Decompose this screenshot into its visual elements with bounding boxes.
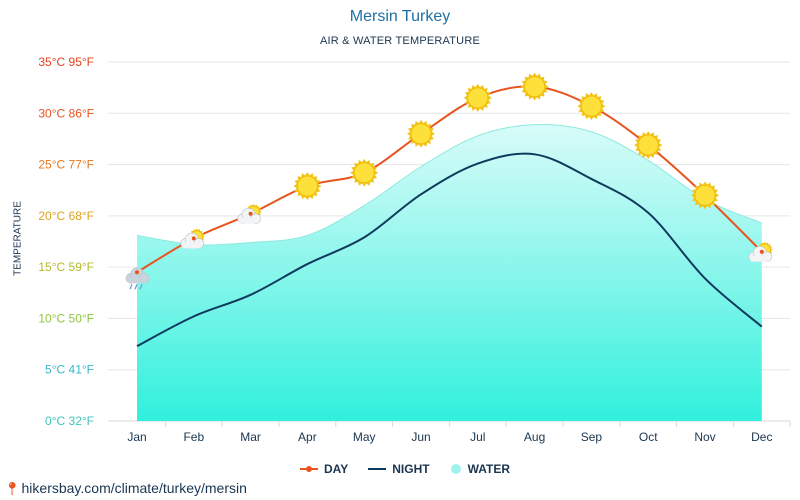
legend-item-day[interactable]: DAY: [300, 462, 348, 476]
y-tick-label: 10°C 50°F: [38, 311, 94, 325]
y-tick-label: 15°C 59°F: [38, 260, 94, 274]
x-tick-label: Nov: [694, 430, 715, 444]
sun-icon: [634, 131, 663, 160]
y-tick-label: 5°C 41°F: [45, 363, 94, 377]
day-point: [191, 236, 196, 241]
x-tick-label: Jul: [470, 430, 485, 444]
cloud-icon: [237, 208, 261, 225]
sun-icon: [407, 119, 435, 148]
cloud-icon: [748, 245, 773, 263]
y-tick-label: 20°C 68°F: [38, 209, 94, 223]
chart-title: Mersin Turkey: [349, 8, 451, 25]
legend-item-water[interactable]: WATER: [450, 462, 510, 476]
night-line: [136, 152, 763, 348]
x-tick-label: Aug: [524, 430, 545, 444]
day-point: [248, 211, 253, 216]
water-line: [136, 123, 762, 246]
sun-icon: [350, 158, 379, 187]
y-tick-label: 25°C 77°F: [38, 158, 94, 172]
day-point: [135, 270, 139, 275]
water-area: [137, 124, 762, 422]
x-tick-label: Mar: [240, 430, 261, 444]
x-tick-label: May: [353, 430, 376, 444]
x-tick-label: Feb: [183, 430, 204, 444]
legend-night-label: NIGHT: [392, 462, 430, 476]
legend-night-swatch: [368, 468, 387, 470]
x-tick-label: Apr: [298, 430, 317, 444]
cloud-icon: [180, 232, 205, 249]
y-tick-label: 30°C 86°F: [38, 106, 94, 120]
sun-icon: [463, 83, 492, 112]
x-tick-label: Jun: [411, 430, 430, 444]
day-point: [759, 249, 764, 254]
y-tick-label: 35°C 95°F: [38, 55, 94, 69]
y-tick-label: 0°C 32°F: [45, 414, 94, 428]
legend-water-swatch: [450, 464, 461, 474]
chart-subtitle: AIR & WATER TEMPERATURE: [319, 35, 481, 47]
sun-icon: [691, 181, 719, 210]
sun-cloud-icon: [180, 228, 205, 249]
location-pin-icon: 📍︎: [4, 481, 21, 496]
legend-day-swatch: [300, 466, 318, 472]
x-tick-label: Jan: [127, 430, 146, 444]
source-link[interactable]: 📍︎hikersbay.com/climate/turkey/mersin: [4, 480, 247, 497]
sun-icon: [293, 172, 322, 201]
legend: DAY NIGHT WATER: [300, 462, 510, 476]
chart-area: 0°C 32°F 5°C 41°F 10°C 50°F 15°C 59°F 20°C 6…: [38, 55, 791, 444]
sun-cloud-icon: [748, 241, 773, 263]
sun-icon: [577, 92, 606, 121]
legend-item-night[interactable]: NIGHT: [368, 462, 430, 476]
x-tick-label: Oct: [639, 430, 658, 444]
x-tick-label: Dec: [751, 430, 772, 444]
x-tick-label: Sep: [581, 430, 603, 444]
legend-water-label: WATER: [467, 462, 511, 476]
legend-day-label: DAY: [324, 462, 349, 476]
sun-cloud-icon: [237, 203, 262, 225]
source-url: hikersbay.com/climate/turkey/mersin: [21, 480, 247, 496]
sun-icon: [520, 72, 549, 101]
